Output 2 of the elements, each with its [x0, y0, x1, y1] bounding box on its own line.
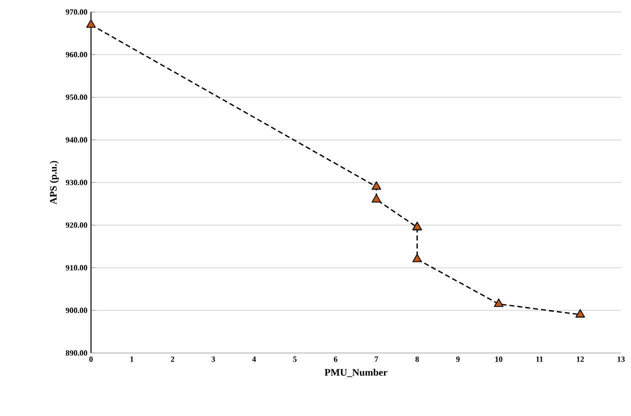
y-axis-title: APS (p.u.): [50, 160, 59, 204]
x-axis-title: PMU_Number: [324, 368, 388, 378]
